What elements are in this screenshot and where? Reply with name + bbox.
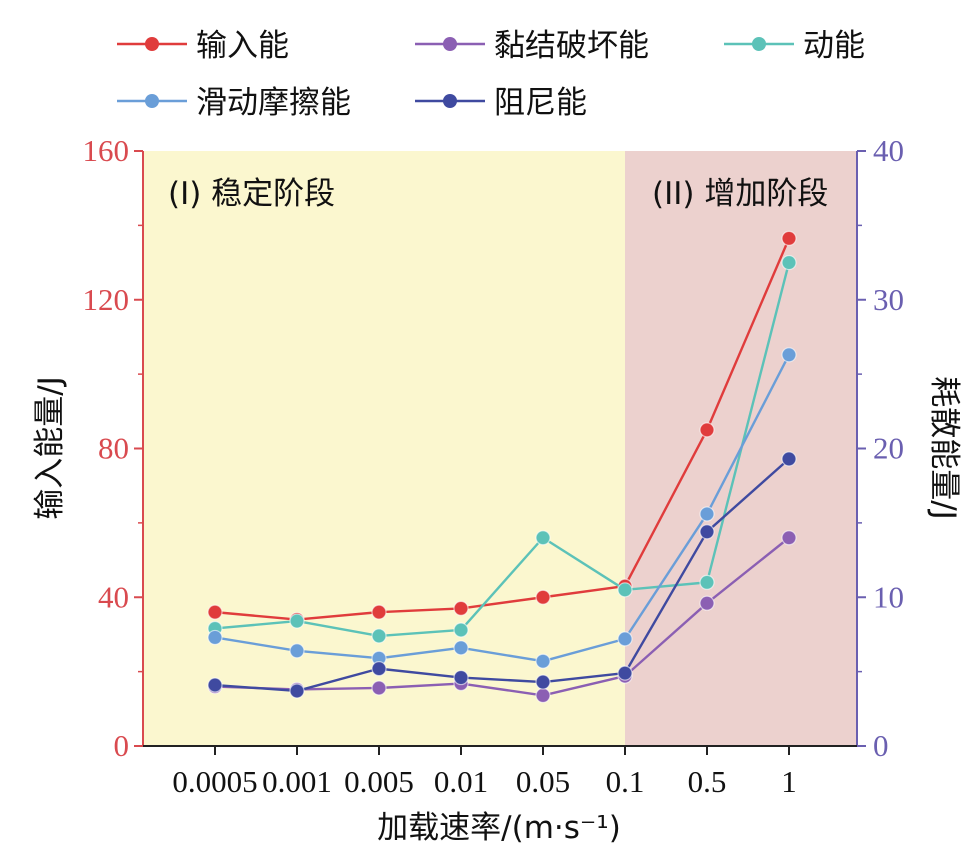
series-line-4 <box>214 458 790 693</box>
data-point <box>617 631 633 647</box>
y-right-tick-label: 10 <box>873 579 904 614</box>
legend-label: 输入能 <box>196 28 289 64</box>
data-point <box>781 530 797 546</box>
legend-swatch-marker <box>145 94 159 108</box>
data-point <box>699 506 715 522</box>
data-point <box>289 613 305 629</box>
data-point <box>781 230 797 246</box>
legend-entry-bond: 黏结破坏能 <box>415 28 649 64</box>
x-tick-label: 0.01 <box>434 764 488 799</box>
legend-label: 动能 <box>803 28 865 64</box>
data-point <box>207 604 223 620</box>
legend-swatch-marker <box>443 94 457 108</box>
data-point <box>207 629 223 646</box>
series-line-2 <box>214 262 791 638</box>
series-line-3 <box>214 354 791 663</box>
y-left-tick-label: 160 <box>83 133 130 168</box>
legend-entry-kinetic: 动能 <box>724 28 865 64</box>
legend-swatch-marker <box>145 37 159 51</box>
data-point <box>781 451 797 467</box>
series-layer <box>207 230 797 704</box>
x-tick-label: 0.001 <box>262 764 332 799</box>
data-point <box>535 674 551 690</box>
x-tick-label: 0.05 <box>516 764 570 799</box>
data-point <box>289 643 305 659</box>
data-point <box>535 687 551 704</box>
data-point <box>535 589 551 605</box>
region-label-increase: (II) 增加阶段 <box>652 176 828 212</box>
data-point <box>371 680 387 696</box>
data-point <box>699 574 715 590</box>
data-point <box>699 422 715 438</box>
legend-label: 阻尼能 <box>494 85 587 121</box>
y-left-tick-label: 120 <box>83 282 130 317</box>
series-line-1 <box>214 536 790 697</box>
y-right-tick-label: 0 <box>873 728 889 763</box>
legend-entry-damping: 阻尼能 <box>415 85 587 121</box>
x-tick-label: 0.5 <box>688 764 727 799</box>
region-label-stable: (I) 稳定阶段 <box>168 176 335 212</box>
y-axis-title-right: 耗散能量/J <box>926 376 962 520</box>
x-tick-label: 1 <box>781 764 797 799</box>
data-point <box>535 530 551 546</box>
data-point <box>781 347 797 363</box>
data-point <box>617 582 633 598</box>
x-tick-label: 0.0005 <box>172 764 257 799</box>
data-point <box>535 653 551 669</box>
y-right-tick-label: 40 <box>873 133 904 168</box>
legend-entry-friction: 滑动摩擦能 <box>117 85 351 121</box>
data-point <box>699 595 715 611</box>
data-point <box>699 524 715 540</box>
y-left-tick-label: 40 <box>98 579 129 614</box>
y-right-tick-label: 30 <box>873 282 904 317</box>
legend: 输入能 黏结破坏能 动能 滑动摩擦能 阻尼能 <box>117 28 865 121</box>
data-point <box>453 622 469 638</box>
x-tick-label: 0.1 <box>606 764 645 799</box>
y-right-tick-label: 20 <box>873 431 904 466</box>
data-point <box>207 677 223 693</box>
x-axis-title: 加载速率/(m·s⁻¹) <box>377 810 621 846</box>
legend-swatch-marker <box>752 37 766 51</box>
series-line-0 <box>214 237 791 621</box>
legend-swatch-marker <box>443 37 457 51</box>
data-point <box>781 254 797 271</box>
legend-label: 滑动摩擦能 <box>196 85 351 121</box>
y-axis-title-left: 输入能量/J <box>32 376 68 520</box>
data-point <box>453 669 469 686</box>
y-left-tick-label: 0 <box>114 728 130 763</box>
data-point <box>617 665 633 681</box>
stage-regions <box>143 151 857 746</box>
data-point <box>453 640 469 656</box>
y-left-tick-label: 80 <box>98 431 129 466</box>
data-point <box>371 604 387 620</box>
legend-label: 黏结破坏能 <box>494 28 649 64</box>
data-point <box>453 600 469 617</box>
region-stable-bg <box>143 151 625 746</box>
x-tick-label: 0.005 <box>344 764 414 799</box>
axes: 0 40 80 120 160 0 10 20 30 40 0.0005 0.001 0.005 0.01… <box>83 133 905 799</box>
data-point <box>371 661 387 677</box>
data-point <box>289 683 305 699</box>
legend-entry-input: 输入能 <box>117 28 289 64</box>
data-point <box>371 628 387 644</box>
